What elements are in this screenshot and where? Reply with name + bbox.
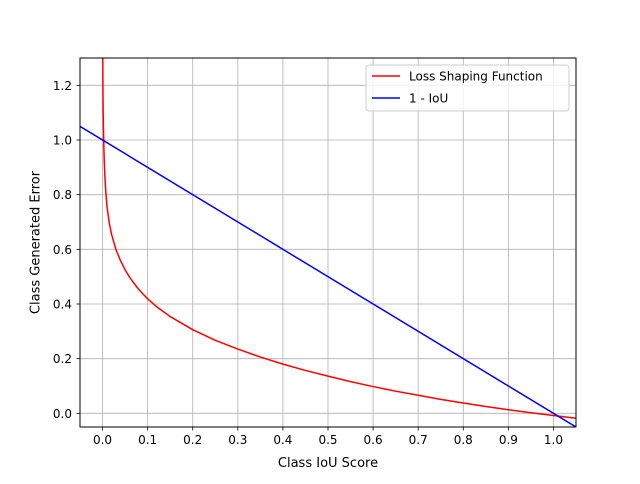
- series-line-2: [80, 125, 576, 427]
- x-tick-label: 0.6: [364, 433, 383, 447]
- x-tick-label: 0.5: [318, 433, 337, 447]
- ticks: 0.0 0.1 0.2 0.3 0.4 0.5 0.6 0.7 0.8 0.9 1.0 0.0 0.2 0…: [53, 79, 563, 447]
- y-tick-label: 0.4: [53, 298, 72, 312]
- y-tick-label: 0.0: [53, 407, 72, 421]
- x-tick-label: 0.1: [138, 433, 157, 447]
- x-tick-label: 1.0: [544, 433, 563, 447]
- legend-label: Loss Shaping Function: [409, 70, 543, 84]
- grid: [80, 58, 576, 427]
- x-tick-label: 0.8: [454, 433, 473, 447]
- series-line-1: [102, 58, 576, 420]
- x-tick-label: 0.7: [409, 433, 428, 447]
- legend: Loss Shaping Function 1 - IoU: [365, 64, 570, 112]
- x-tick-label: 0.2: [183, 433, 202, 447]
- y-tick-label: 1.2: [53, 79, 72, 93]
- y-tick-label: 0.2: [53, 352, 72, 366]
- legend-box: [365, 64, 570, 112]
- series-layer: [80, 58, 576, 427]
- y-axis-label: Class Generated Error: [29, 170, 44, 314]
- x-tick-label: 0.9: [499, 433, 518, 447]
- x-tick-label: 0.0: [93, 433, 112, 447]
- x-tick-label: 0.3: [228, 433, 247, 447]
- y-tick-label: 1.0: [53, 134, 72, 148]
- x-tick-label: 0.4: [273, 433, 292, 447]
- legend-label: 1 - IoU: [409, 92, 448, 106]
- y-tick-label: 0.6: [53, 243, 72, 257]
- y-tick-label: 0.8: [53, 188, 72, 202]
- x-axis-label: Class IoU Score: [278, 456, 378, 471]
